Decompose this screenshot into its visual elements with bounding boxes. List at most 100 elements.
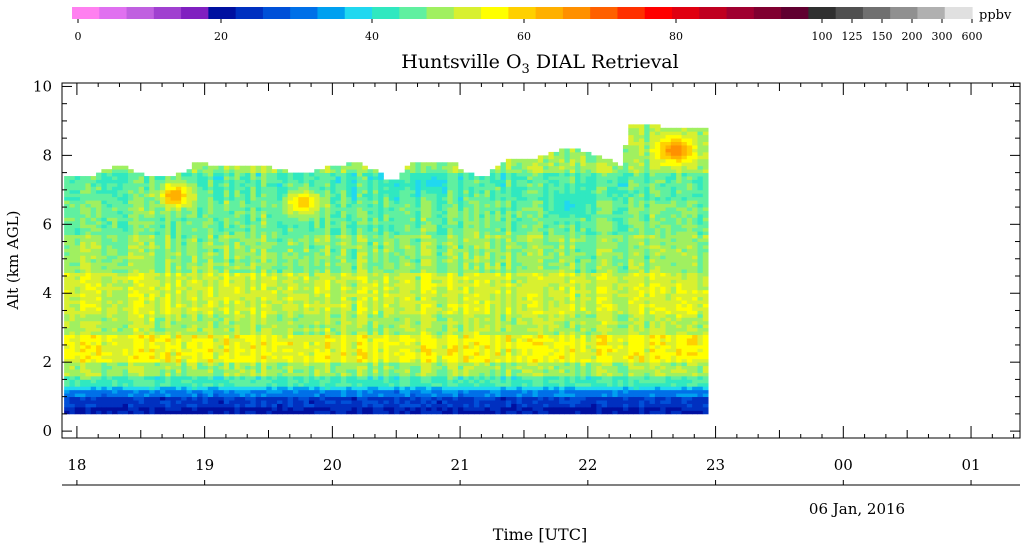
heatmap-cell: [69, 338, 76, 342]
heatmap-cell: [149, 258, 155, 263]
heatmap-cell: [271, 213, 278, 218]
heatmap-cell: [143, 189, 150, 194]
heatmap-cell: [112, 393, 118, 398]
heatmap-cell: [186, 276, 193, 280]
heatmap-cell: [218, 320, 225, 325]
heatmap-cell: [106, 379, 113, 384]
heatmap-cell: [181, 400, 187, 404]
heatmap-cell: [378, 272, 384, 277]
heatmap-cell: [186, 303, 193, 308]
heatmap-cell: [404, 344, 411, 349]
heatmap-cell: [138, 320, 145, 325]
heatmap-cell: [170, 193, 177, 198]
heatmap-cell: [261, 272, 267, 277]
heatmap-cell: [191, 300, 198, 304]
heatmap-cell: [340, 338, 347, 342]
heatmap-cell: [314, 176, 320, 180]
heatmap-cell: [101, 358, 108, 363]
heatmap-cell: [239, 231, 246, 236]
heatmap-cell: [324, 265, 331, 270]
heatmap-cell: [399, 324, 406, 329]
heatmap-cell: [213, 213, 219, 218]
heatmap-cell: [410, 289, 416, 294]
heatmap-cell: [308, 172, 315, 177]
heatmap-cell: [261, 244, 267, 249]
heatmap-cell: [74, 200, 81, 205]
heatmap-cell: [378, 251, 384, 256]
heatmap-cell: [213, 331, 219, 336]
heatmap-cell: [133, 358, 140, 363]
heatmap-cell: [154, 375, 161, 380]
heatmap-cell: [207, 365, 214, 370]
heatmap-cell: [90, 410, 97, 415]
heatmap-cell: [410, 220, 416, 225]
heatmap-cell: [112, 182, 118, 187]
heatmap-cell: [223, 300, 230, 304]
heatmap-cell: [410, 186, 416, 191]
heatmap-cell: [175, 262, 182, 267]
heatmap-cell: [218, 307, 225, 311]
heatmap-cell: [245, 410, 251, 415]
heatmap-cell: [420, 165, 427, 170]
heatmap-cell: [165, 234, 171, 239]
heatmap-cell: [404, 286, 411, 291]
heatmap-cell: [149, 179, 155, 184]
heatmap-cell: [74, 289, 81, 294]
heatmap-cell: [298, 196, 305, 201]
heatmap-cell: [255, 200, 262, 205]
heatmap-cell: [340, 351, 347, 356]
heatmap-cell: [282, 307, 289, 311]
heatmap-cell: [410, 351, 416, 356]
heatmap-cell: [133, 317, 140, 322]
heatmap-cell: [282, 279, 289, 284]
heatmap-cell: [356, 375, 363, 380]
heatmap-cell: [426, 262, 432, 267]
heatmap-cell: [64, 362, 70, 367]
heatmap-cell: [362, 300, 368, 304]
heatmap-cell: [282, 213, 289, 218]
heatmap-cell: [415, 172, 422, 177]
heatmap-cell: [255, 375, 262, 380]
heatmap-cell: [149, 200, 155, 205]
heatmap-cell: [245, 241, 251, 246]
heatmap-cell: [80, 400, 86, 404]
heatmap-cell: [154, 269, 161, 273]
heatmap-cell: [367, 255, 374, 260]
heatmap-cell: [250, 389, 257, 394]
heatmap-cell: [117, 227, 124, 232]
heatmap-cell: [159, 396, 166, 401]
heatmap-cell: [346, 369, 352, 373]
heatmap-cell: [426, 375, 432, 380]
heatmap-cell: [143, 182, 150, 187]
heatmap-cell: [404, 303, 411, 308]
heatmap-cell: [388, 320, 395, 325]
heatmap-cell: [335, 248, 342, 253]
heatmap-cell: [186, 203, 193, 208]
heatmap-cell: [138, 272, 145, 277]
heatmap-cell: [170, 217, 177, 222]
heatmap-cell: [404, 358, 411, 363]
heatmap-cell: [213, 358, 219, 363]
heatmap-cell: [410, 182, 416, 187]
heatmap-cell: [261, 262, 267, 267]
heatmap-cell: [101, 210, 108, 215]
heatmap-cell: [202, 351, 209, 356]
heatmap-cell: [223, 244, 230, 249]
heatmap-cell: [303, 313, 310, 318]
heatmap-cell: [426, 179, 432, 184]
heatmap-cell: [191, 303, 198, 308]
heatmap-cell: [308, 300, 315, 304]
heatmap-cell: [218, 279, 225, 284]
heatmap-cell: [202, 162, 209, 167]
heatmap-cell: [133, 241, 140, 246]
heatmap-cell: [80, 320, 86, 325]
heatmap-cell: [229, 210, 235, 215]
heatmap-cell: [271, 403, 278, 408]
heatmap-cell: [340, 307, 347, 311]
heatmap-cell: [324, 220, 331, 225]
heatmap-cell: [330, 224, 336, 229]
heatmap-cell: [362, 169, 368, 174]
heatmap-cell: [234, 286, 241, 291]
heatmap-cell: [181, 338, 187, 342]
heatmap-cell: [282, 296, 289, 301]
